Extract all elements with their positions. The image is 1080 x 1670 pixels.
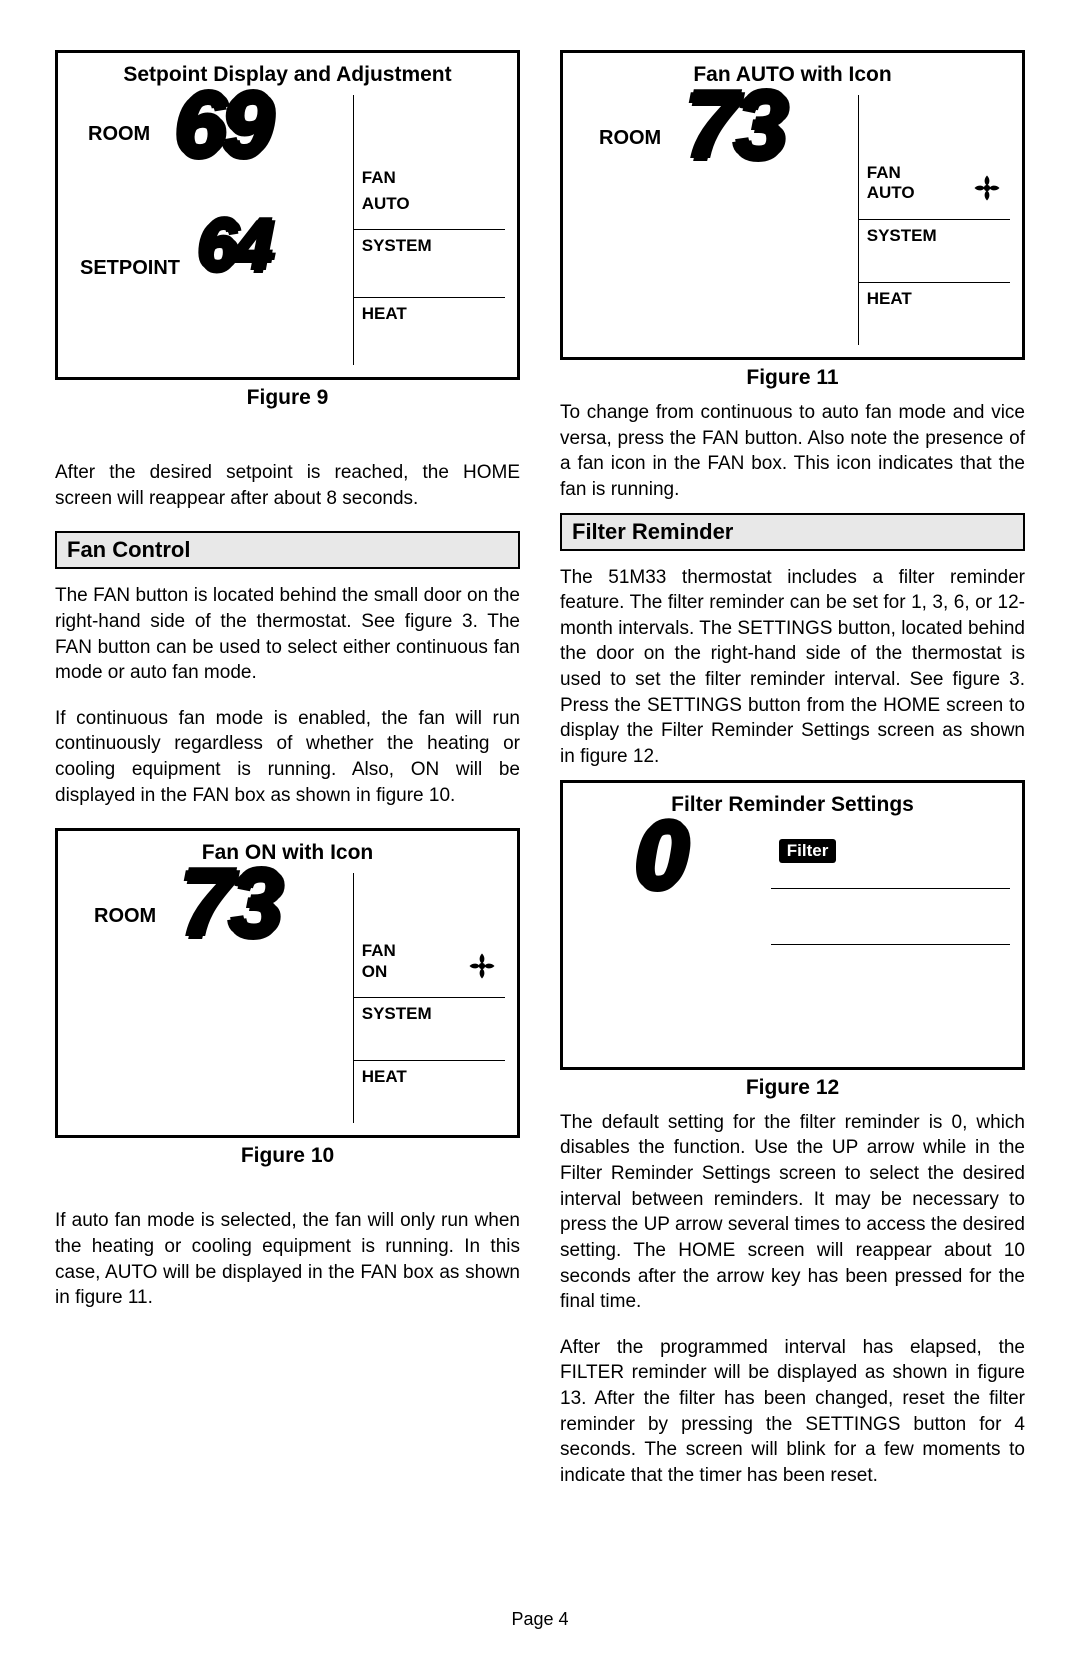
- figure-9-caption: Figure 9: [55, 386, 520, 410]
- paragraph: The default setting for the filter remin…: [560, 1110, 1025, 1315]
- empty-cell: [771, 888, 1010, 945]
- figure-11-box: Fan AUTO with Icon ROOM 73 FAN AUTO: [560, 50, 1025, 360]
- figure-9-box: Setpoint Display and Adjustment ROOM 69 …: [55, 50, 520, 380]
- room-value: 73: [685, 71, 784, 181]
- room-value: 69: [175, 73, 269, 178]
- figure-12-caption: Figure 12: [560, 1076, 1025, 1100]
- figure-10-title: Fan ON with Icon: [70, 841, 505, 865]
- figure-10-display: ROOM 73 FAN ON: [70, 873, 505, 1123]
- figure-12-right-panel: Filter: [771, 825, 1010, 1055]
- paragraph: The 51M33 thermostat includes a filter r…: [560, 565, 1025, 770]
- room-label: ROOM: [88, 123, 150, 146]
- heat-label: HEAT: [362, 304, 497, 324]
- system-cell: SYSTEM: [354, 998, 505, 1061]
- filter-cell: Filter: [771, 825, 1010, 888]
- figure-10-left-panel: ROOM 73: [70, 873, 353, 1123]
- empty-cell: [771, 945, 1010, 1000]
- filter-value: 0: [635, 801, 684, 911]
- figure-10-box: Fan ON with Icon ROOM 73 FAN ON: [55, 828, 520, 1138]
- fan-label: FAN: [362, 168, 497, 188]
- figure-9-title: Setpoint Display and Adjustment: [70, 63, 505, 87]
- fan-cell: FAN AUTO: [859, 157, 1010, 220]
- system-cell: SYSTEM: [354, 230, 505, 298]
- figure-12-display: 0 Filter: [575, 825, 1010, 1055]
- paragraph: The FAN button is located behind the sma…: [55, 583, 520, 686]
- paragraph: After the programmed interval has elapse…: [560, 1335, 1025, 1489]
- figure-11-left-panel: ROOM 73: [575, 95, 858, 345]
- left-column: Setpoint Display and Adjustment ROOM 69 …: [55, 50, 520, 1509]
- empty-cell: [859, 95, 1010, 157]
- room-label: ROOM: [94, 905, 156, 928]
- room-label: ROOM: [599, 127, 661, 150]
- heat-label: HEAT: [867, 289, 1002, 309]
- figure-12-box: Filter Reminder Settings 0 Filter: [560, 780, 1025, 1070]
- figure-11-caption: Figure 11: [560, 366, 1025, 390]
- figure-9-display: ROOM 69 SETPOINT 64 FAN AUTO SYSTEM HE: [70, 95, 505, 365]
- paragraph: To change from continuous to auto fan mo…: [560, 400, 1025, 503]
- paragraph: If continuous fan mode is enabled, the f…: [55, 706, 520, 809]
- two-column-layout: Setpoint Display and Adjustment ROOM 69 …: [55, 50, 1025, 1509]
- fan-mode: AUTO: [362, 194, 497, 214]
- empty-cell: [354, 873, 505, 935]
- right-column: Fan AUTO with Icon ROOM 73 FAN AUTO: [560, 50, 1025, 1509]
- heat-cell: HEAT: [354, 1061, 505, 1123]
- figure-10-right-panel: FAN ON SYSTEM HEAT: [353, 873, 505, 1123]
- fan-control-heading: Fan Control: [55, 531, 520, 569]
- setpoint-label: SETPOINT: [80, 257, 180, 280]
- fan-cell: FAN AUTO: [354, 162, 505, 230]
- empty-cell: [354, 95, 505, 162]
- fan-cell: FAN ON: [354, 935, 505, 998]
- paragraph: If auto fan mode is selected, the fan wi…: [55, 1208, 520, 1311]
- setpoint-value: 64: [198, 205, 270, 287]
- figure-9-left-panel: ROOM 69 SETPOINT 64: [70, 95, 353, 365]
- heat-cell: HEAT: [859, 283, 1010, 345]
- figure-11-right-panel: FAN AUTO SYSTEM HEA: [858, 95, 1010, 345]
- filter-pill: Filter: [779, 839, 837, 863]
- filter-reminder-heading: Filter Reminder: [560, 513, 1025, 551]
- figure-9-right-panel: FAN AUTO SYSTEM HEAT: [353, 95, 505, 365]
- room-value: 73: [180, 849, 279, 959]
- figure-11-title: Fan AUTO with Icon: [575, 63, 1010, 87]
- heat-label: HEAT: [362, 1067, 497, 1087]
- figure-12-left-panel: 0: [575, 825, 771, 1055]
- empty-cell: [771, 1000, 1010, 1055]
- fan-icon: [972, 173, 1002, 203]
- figure-10-caption: Figure 10: [55, 1144, 520, 1168]
- heat-cell: HEAT: [354, 298, 505, 365]
- page-number: Page 4: [55, 1609, 1025, 1630]
- paragraph: After the desired setpoint is reached, t…: [55, 460, 520, 511]
- figure-11-display: ROOM 73 FAN AUTO: [575, 95, 1010, 345]
- fan-icon: [467, 951, 497, 981]
- system-label: SYSTEM: [867, 226, 1002, 246]
- system-label: SYSTEM: [362, 1004, 497, 1024]
- system-cell: SYSTEM: [859, 220, 1010, 283]
- system-label: SYSTEM: [362, 236, 497, 256]
